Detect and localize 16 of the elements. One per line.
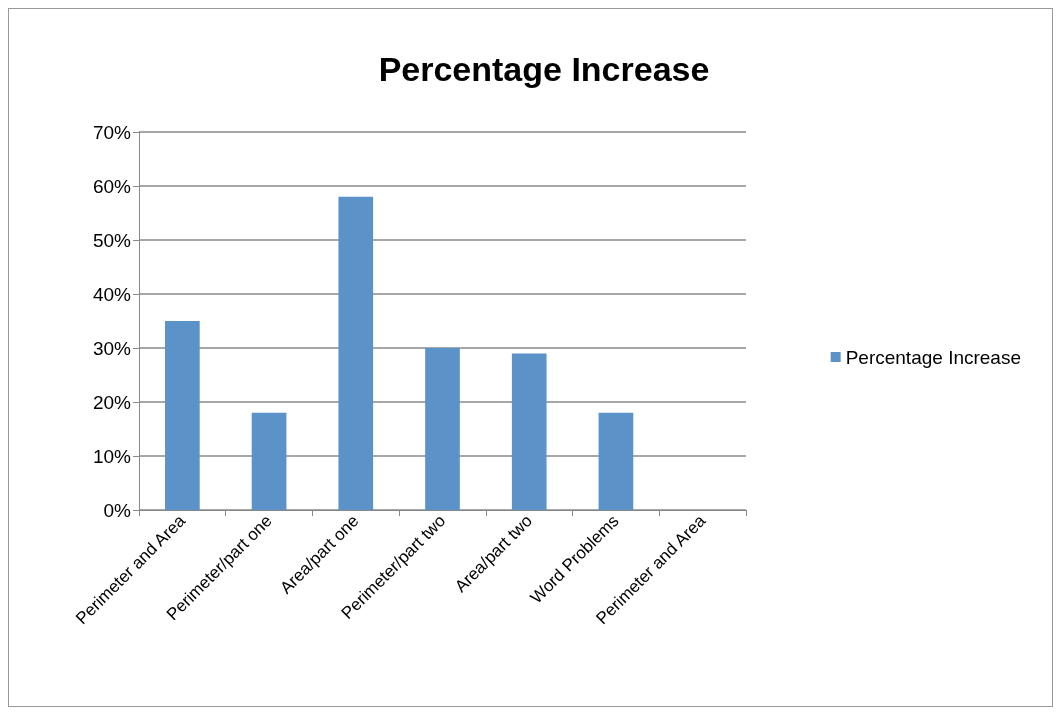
chart-title: Percentage Increase — [378, 50, 710, 88]
bar — [338, 196, 374, 510]
y-tick-label: 60% — [92, 175, 132, 197]
y-tick-label: 40% — [92, 283, 132, 305]
y-tick-label: 0% — [103, 499, 132, 521]
y-tick-label: 30% — [92, 337, 132, 359]
y-tick-label: 10% — [92, 445, 132, 467]
bar — [511, 353, 547, 510]
y-tick-label: 20% — [92, 391, 132, 413]
y-tick-label: 50% — [92, 229, 132, 251]
bar — [165, 321, 200, 510]
legend-label: Percentage Increase — [845, 346, 1022, 368]
bar — [598, 412, 634, 510]
bar — [251, 412, 287, 510]
y-tick-label: 70% — [92, 121, 132, 143]
bar — [425, 348, 460, 510]
